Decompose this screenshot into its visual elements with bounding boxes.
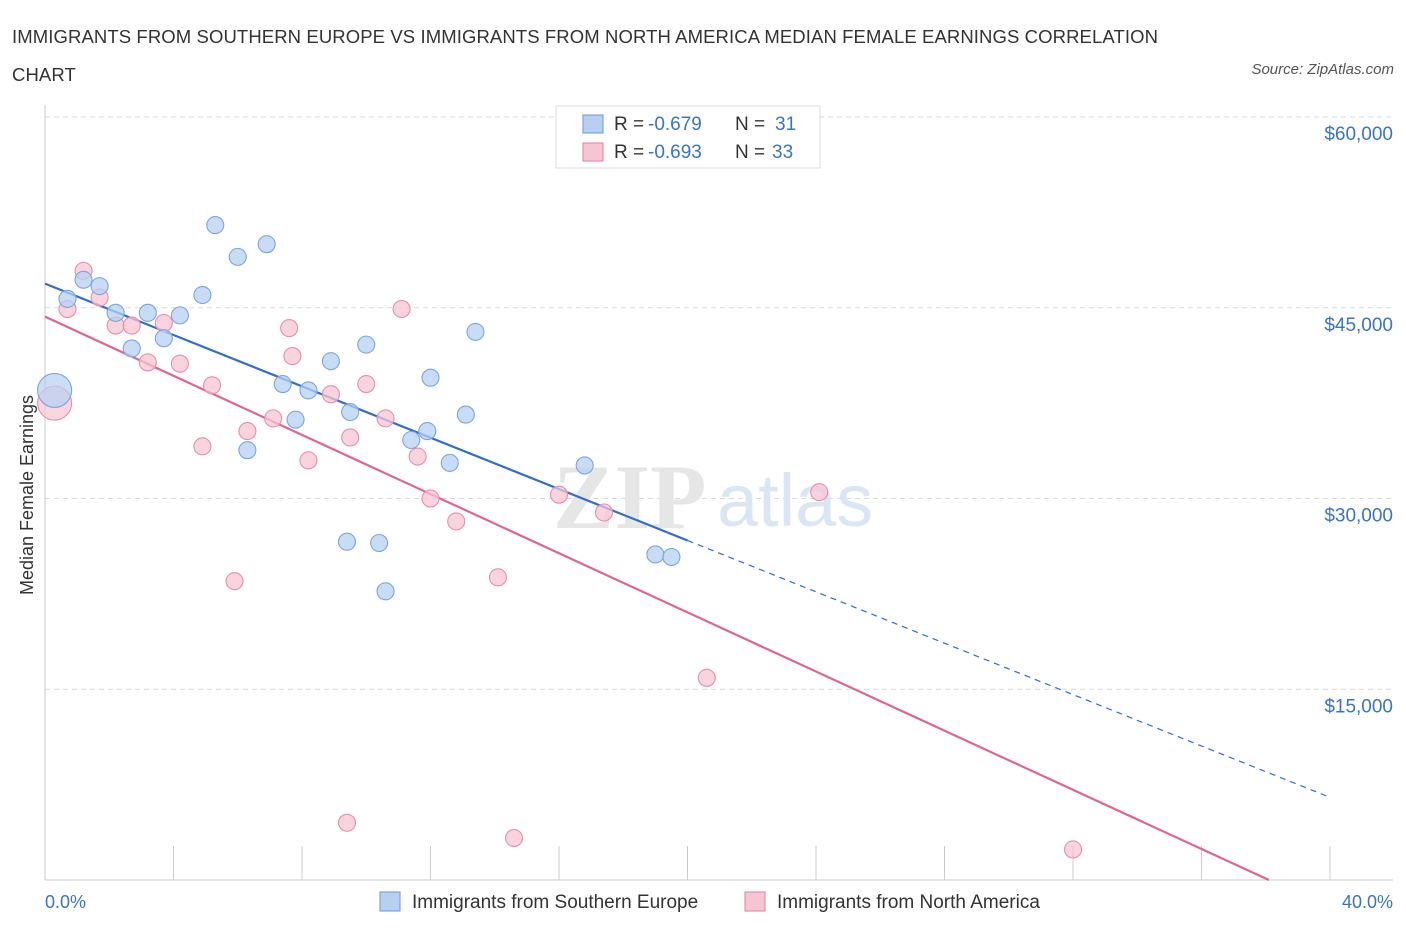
axes [44, 105, 1393, 881]
y-axis-label: Median Female Earnings [17, 395, 37, 595]
point-blue-11 [228, 247, 247, 266]
legend-r-value-pink: -0.693 [648, 142, 702, 163]
x-tick-label-max: 40.0% [1342, 892, 1393, 912]
point-pink-21 [392, 299, 411, 319]
point-pink-22 [408, 447, 427, 466]
point-pink-26 [549, 485, 569, 504]
point-pink-15 [283, 347, 302, 366]
point-blue-15 [286, 410, 305, 429]
point-blue-29 [575, 456, 594, 475]
point-blue-21 [370, 533, 389, 553]
trendline-pink [44, 315, 1270, 881]
point-pink-12 [238, 422, 257, 441]
point-pink-24 [447, 512, 466, 531]
point-blue-18 [341, 402, 360, 422]
point-pink-18 [341, 428, 360, 447]
data-points [37, 216, 1083, 859]
point-blue-22 [376, 582, 395, 601]
point-pink-20 [376, 409, 395, 428]
y-tick-labels: $15,000 $30,000 $45,000 $60,000 [1324, 124, 1393, 717]
point-pink-8 [170, 354, 189, 373]
bottom-legend-swatch-pink [744, 891, 766, 912]
point-pink-25 [488, 568, 508, 587]
point-blue-9 [193, 285, 212, 305]
point-blue-3 [90, 277, 109, 296]
point-blue-6 [138, 303, 157, 322]
point-blue-12 [257, 235, 276, 254]
point-blue-20 [337, 532, 357, 551]
point-pink-14 [280, 319, 299, 338]
point-blue-4 [106, 303, 125, 322]
point-pink-17 [321, 385, 340, 404]
point-blue-30 [646, 545, 665, 564]
point-pink-13 [264, 409, 283, 428]
legend-r-label-blue: R = [614, 114, 644, 135]
x-tick-label-min: 0.0% [45, 892, 86, 912]
legend-n-label-pink: N = [735, 142, 765, 163]
point-blue-10 [206, 216, 225, 235]
legend-n-value-pink: 33 [772, 142, 793, 163]
point-blue-23 [402, 430, 421, 450]
bottom-legend: Immigrants from Southern Europe Immigran… [379, 891, 1040, 913]
y-tick-label-0: $15,000 [1324, 696, 1393, 717]
point-pink-11 [225, 572, 244, 591]
point-pink-16 [299, 451, 318, 470]
legend-n-label-blue: N = [735, 114, 765, 135]
bottom-legend-label-pink: Immigrants from North America [777, 892, 1040, 913]
point-blue-0 [37, 372, 73, 408]
point-pink-6 [138, 353, 157, 372]
legend-r-value-blue: -0.679 [648, 114, 702, 135]
legend-r-label-pink: R = [614, 142, 644, 163]
point-pink-10 [203, 376, 222, 395]
point-blue-24 [418, 422, 437, 441]
gridlines [45, 116, 1393, 690]
point-pink-32 [1063, 840, 1083, 859]
point-blue-7 [154, 329, 173, 348]
legend-swatch-blue [582, 114, 604, 134]
point-blue-2 [74, 270, 93, 289]
trendline-extension-blue [687, 539, 1331, 798]
legend: R = -0.679 N = 31 R = -0.693 N = 33 [555, 105, 821, 169]
point-blue-28 [466, 322, 485, 341]
point-blue-27 [456, 405, 475, 424]
legend-swatch-pink [582, 142, 604, 162]
point-pink-19 [357, 374, 376, 394]
legend-n-value-blue: 31 [775, 114, 796, 135]
point-blue-17 [321, 352, 340, 371]
point-blue-19 [357, 335, 376, 354]
y-tick-label-3: $60,000 [1324, 124, 1393, 145]
watermark-atlas: atlas [717, 459, 873, 542]
point-pink-7 [154, 313, 173, 333]
point-blue-25 [421, 368, 440, 387]
point-pink-27 [594, 503, 614, 522]
point-pink-9 [193, 437, 212, 456]
chart-title: IMMIGRANTS FROM SOUTHERN EUROPE VS IMMIG… [12, 26, 1159, 85]
point-pink-30 [337, 813, 357, 832]
point-blue-1 [58, 289, 77, 308]
point-blue-26 [440, 453, 459, 472]
point-blue-31 [662, 547, 681, 567]
point-blue-5 [122, 339, 141, 358]
point-pink-5 [122, 316, 141, 335]
point-blue-14 [273, 374, 292, 394]
point-blue-16 [299, 381, 318, 400]
point-blue-13 [238, 441, 257, 460]
source-label: Source: ZipAtlas.com [1251, 61, 1394, 78]
trendlines [44, 282, 1331, 881]
y-tick-label-2: $45,000 [1324, 315, 1393, 336]
bottom-legend-swatch-blue [379, 891, 401, 912]
point-pink-29 [810, 483, 829, 502]
trendline-blue [44, 282, 688, 542]
y-tick-label-1: $30,000 [1324, 506, 1393, 527]
point-pink-28 [697, 668, 716, 687]
point-blue-8 [170, 306, 189, 325]
point-pink-23 [421, 489, 440, 508]
point-pink-31 [504, 828, 524, 848]
bottom-legend-label-blue: Immigrants from Southern Europe [412, 892, 698, 913]
